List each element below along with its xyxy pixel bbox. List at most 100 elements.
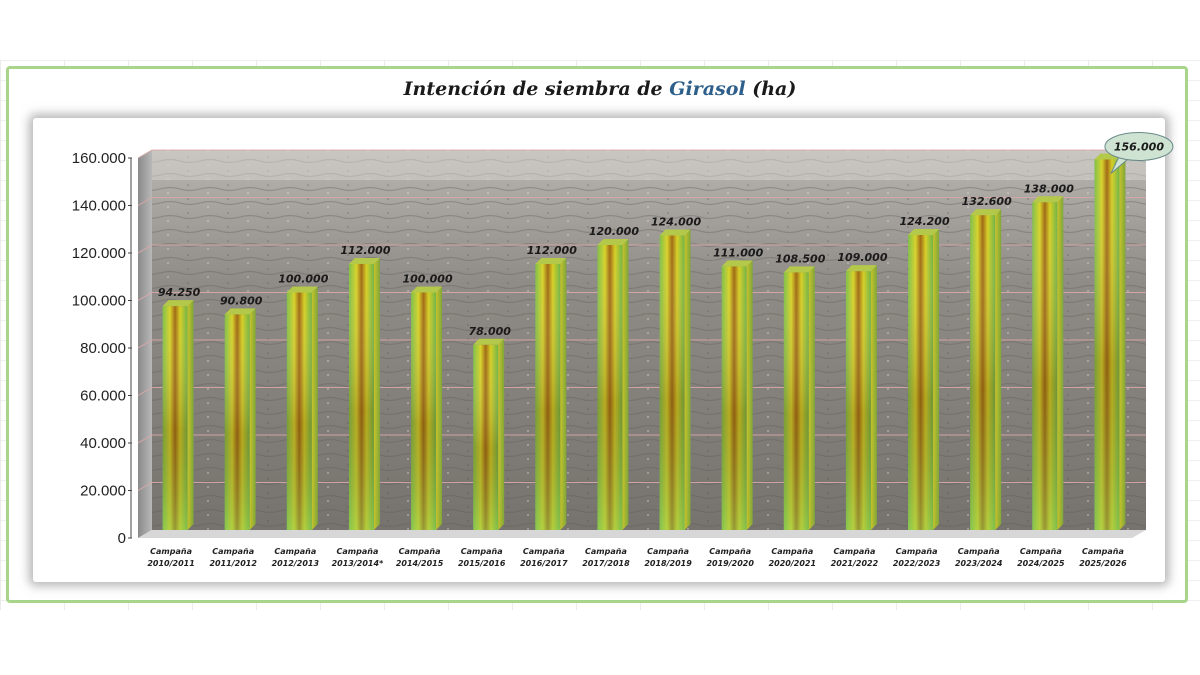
- x-tick-label: 2018/2019: [644, 559, 692, 568]
- bar-shade: [162, 306, 188, 530]
- bar: [721, 260, 753, 530]
- x-tick-label: 2019/2020: [706, 559, 754, 568]
- gridline-side: [137, 482, 153, 491]
- bar: [659, 229, 691, 530]
- y-tick-label: 20.000: [80, 483, 126, 500]
- x-tick-label: Campaña: [896, 547, 938, 556]
- x-tick-label: 2013/2014*: [332, 559, 384, 568]
- bar-top: [597, 239, 629, 245]
- x-tick-label: Campaña: [771, 547, 813, 556]
- title-prefix: Intención de siembra de: [403, 78, 670, 100]
- bar-side: [1057, 196, 1064, 530]
- bar: [473, 338, 505, 530]
- title-highlight: Girasol: [669, 78, 746, 100]
- bar-top: [970, 209, 1002, 216]
- x-tick-label: 2011/2012: [209, 559, 257, 568]
- bar-side: [311, 286, 318, 530]
- chart-floor: [138, 530, 1146, 538]
- bar-side: [436, 286, 443, 530]
- bar-side: [870, 265, 877, 530]
- bar-side: [560, 258, 567, 530]
- bar-side: [684, 229, 691, 530]
- x-tick-label: Campaña: [399, 547, 441, 556]
- gridline-side: [137, 197, 153, 206]
- x-tick-label: Campaña: [1082, 547, 1124, 556]
- value-callout: [1104, 132, 1174, 161]
- x-tick-label: 2016/2017: [520, 559, 568, 568]
- bar-top: [783, 266, 815, 273]
- bar: [845, 265, 877, 530]
- y-tick-label: 80.000: [80, 340, 126, 357]
- x-tick-label: Campaña: [834, 547, 876, 556]
- value-label: 90.800: [220, 294, 263, 307]
- bar-shade: [473, 344, 499, 530]
- bar: [1032, 196, 1064, 530]
- gridline-side: [137, 387, 153, 396]
- bar-shade: [970, 215, 996, 530]
- bar-side: [187, 300, 194, 530]
- x-tick-label: Campaña: [150, 547, 192, 556]
- y-tick-label: 160.000: [72, 150, 126, 167]
- bar: [348, 258, 380, 530]
- bar-side: [995, 209, 1002, 530]
- bar-shade: [721, 266, 747, 530]
- y-tick-label: 120.000: [72, 245, 126, 262]
- x-tick-label: Campaña: [647, 547, 689, 556]
- bar-shade: [908, 235, 934, 530]
- bar-shade: [535, 264, 561, 530]
- x-tick-label: Campaña: [1020, 547, 1062, 556]
- x-tick-label: 2025/2026: [1079, 559, 1127, 568]
- bar-shade: [286, 292, 312, 530]
- value-label: 78.000: [468, 325, 511, 338]
- bar-top: [411, 286, 443, 293]
- bar-side: [373, 258, 380, 530]
- bar-shade: [411, 292, 437, 530]
- x-tick-label: 2015/2016: [458, 559, 506, 568]
- bar-side: [1119, 153, 1126, 530]
- bar-top: [286, 286, 318, 293]
- gridline-side: [137, 292, 153, 301]
- x-tick-label: Campaña: [958, 547, 1000, 556]
- bar-shade: [348, 264, 374, 530]
- x-tick-label: 2023/2024: [955, 559, 1003, 568]
- x-tick-label: 2012/2013: [272, 559, 320, 568]
- x-tick-label: Campaña: [274, 547, 316, 556]
- field-horizon: [152, 150, 1146, 180]
- bar-shade: [783, 272, 809, 530]
- value-label: 124.200: [900, 215, 950, 228]
- gridline-side: [137, 149, 153, 159]
- y-tick-label: 100.000: [72, 293, 126, 310]
- y-tick-label: 40.000: [80, 435, 126, 452]
- bar: [908, 229, 940, 530]
- y-tick-label: 60.000: [80, 388, 126, 405]
- bar-top: [348, 258, 380, 264]
- value-label: 112.000: [340, 244, 390, 257]
- value-label: 112.000: [527, 244, 577, 257]
- bar: [597, 239, 629, 530]
- bar-top: [1032, 196, 1064, 203]
- value-label: 100.000: [278, 273, 328, 286]
- value-label: 111.000: [713, 246, 763, 259]
- y-tick-label: 0: [118, 530, 126, 547]
- bar-top: [535, 258, 567, 264]
- title-suffix: (ha): [745, 78, 797, 100]
- bar: [535, 258, 567, 530]
- value-label: 94.250: [158, 286, 201, 299]
- bar: [224, 308, 256, 530]
- bar-top: [908, 229, 940, 236]
- bar-shade: [845, 271, 871, 530]
- bar-top: [659, 229, 691, 236]
- bar-top: [162, 300, 194, 307]
- value-label: 138.000: [1024, 182, 1074, 195]
- gridline-side: [137, 339, 153, 349]
- x-tick-label: 2022/2023: [893, 559, 941, 568]
- bar-shade: [597, 245, 623, 530]
- bar-side: [746, 260, 753, 530]
- bar-shade: [1032, 202, 1058, 530]
- chart-title: Intención de siembra de Girasol (ha): [0, 78, 1200, 100]
- bar: [783, 266, 815, 530]
- gridline-side: [137, 434, 153, 444]
- gridline-side: [137, 244, 153, 254]
- value-label: 108.500: [775, 252, 825, 265]
